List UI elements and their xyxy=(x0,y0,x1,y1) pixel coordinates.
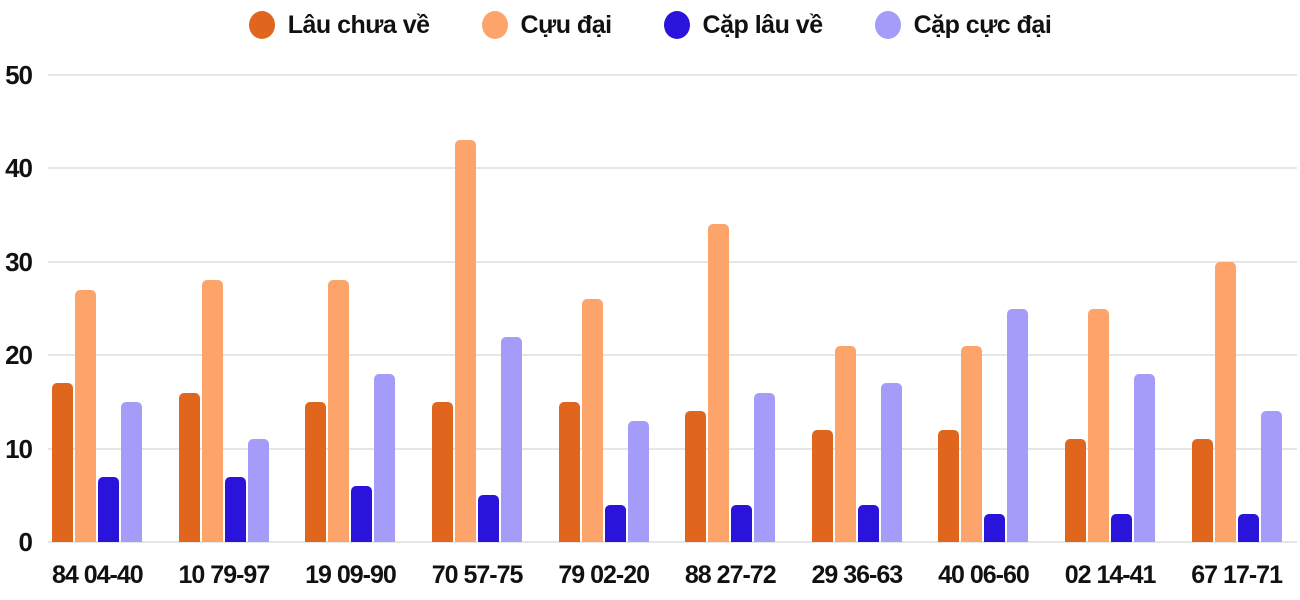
legend-swatch-icon xyxy=(481,11,508,39)
gridline xyxy=(48,74,1297,76)
bar-cap-cuc-dai[interactable] xyxy=(247,439,269,542)
bar-lau-chua-ve[interactable] xyxy=(432,401,454,542)
legend-item-lau-chua-ve[interactable]: Lâu chưa về xyxy=(248,10,430,40)
bar-cap-lau-ve[interactable] xyxy=(224,476,246,542)
bar-lau-chua-ve[interactable] xyxy=(1065,439,1087,542)
y-axis-label: 0 xyxy=(18,527,33,557)
bar-cap-cuc-dai[interactable] xyxy=(627,420,649,542)
legend-label: Lâu chưa về xyxy=(287,10,430,39)
gridline xyxy=(48,447,1297,450)
bar-cap-lau-ve[interactable] xyxy=(731,504,753,542)
bar-cuu-dai[interactable] xyxy=(455,140,477,542)
bar-cap-lau-ve[interactable] xyxy=(351,485,373,542)
y-axis-label: 50 xyxy=(5,60,33,90)
x-axis-label: 02 14-41 xyxy=(1064,561,1157,589)
bar-cuu-dai[interactable] xyxy=(834,345,856,542)
legend-label: Cựu đại xyxy=(520,10,613,39)
bar-lau-chua-ve[interactable] xyxy=(52,383,74,542)
x-axis-label: 79 02-20 xyxy=(558,561,650,589)
bar-cap-cuc-dai[interactable] xyxy=(1134,373,1156,542)
gridline xyxy=(48,260,1297,263)
y-axis-label: 20 xyxy=(5,340,33,371)
bar-group-19-09-90 xyxy=(287,75,414,542)
x-axis-label: 19 09-90 xyxy=(305,561,397,589)
bar-group-40-06-60 xyxy=(920,75,1047,542)
bar-cuu-dai[interactable] xyxy=(328,280,350,542)
x-axis-label: 70 57-75 xyxy=(431,561,524,589)
bar-group-84-04-40 xyxy=(34,75,161,542)
x-axis-label: 67 17-71 xyxy=(1191,561,1283,589)
bar-cap-lau-ve[interactable] xyxy=(98,476,120,542)
bars-row xyxy=(34,75,1300,542)
bar-cap-cuc-dai[interactable] xyxy=(754,392,776,542)
bar-cuu-dai[interactable] xyxy=(961,345,983,542)
x-axis-label: 10 79-97 xyxy=(178,561,271,589)
bar-cap-lau-ve[interactable] xyxy=(478,495,500,542)
bar-lau-chua-ve[interactable] xyxy=(938,429,960,542)
bar-cuu-dai[interactable] xyxy=(201,280,223,542)
bar-cuu-dai[interactable] xyxy=(1088,308,1110,542)
legend-item-cap-cuc-dai[interactable]: Cặp cực đại xyxy=(874,10,1052,40)
bar-cap-lau-ve[interactable] xyxy=(1237,513,1259,542)
bar-cap-cuc-dai[interactable] xyxy=(880,383,902,542)
gridline xyxy=(48,354,1297,357)
bar-group-10-79-97 xyxy=(161,75,288,542)
legend-swatch-icon xyxy=(663,11,690,39)
bar-lau-chua-ve[interactable] xyxy=(811,429,833,542)
bar-lau-chua-ve[interactable] xyxy=(558,401,580,542)
x-axis-label: 84 04-40 xyxy=(51,561,144,589)
bar-cap-cuc-dai[interactable] xyxy=(1007,308,1029,542)
y-axis-label: 40 xyxy=(5,153,33,184)
bar-group-70-57-75 xyxy=(414,75,541,542)
bar-lau-chua-ve[interactable] xyxy=(305,401,327,542)
bar-group-02-14-41 xyxy=(1047,75,1174,542)
bar-cap-cuc-dai[interactable] xyxy=(374,373,396,542)
bar-cap-lau-ve[interactable] xyxy=(604,504,626,542)
gridline xyxy=(48,167,1297,170)
y-axis-label: 30 xyxy=(5,246,33,277)
bar-cap-lau-ve[interactable] xyxy=(1111,513,1133,542)
bar-cuu-dai[interactable] xyxy=(75,289,97,542)
bar-cuu-dai[interactable] xyxy=(581,299,603,542)
legend-label: Cặp cực đại xyxy=(913,10,1052,39)
x-axis-label: 88 27-72 xyxy=(684,561,777,589)
x-axis-label: 40 06-60 xyxy=(938,561,1030,589)
bar-cap-cuc-dai[interactable] xyxy=(501,336,523,542)
x-axis-label: 29 36-63 xyxy=(811,561,904,589)
legend: Lâu chưa về Cựu đại Cặp lâu về Cặp cực đại xyxy=(0,4,1300,46)
bar-group-29-36-63 xyxy=(794,75,921,542)
legend-swatch-icon xyxy=(874,11,901,39)
bar-lau-chua-ve[interactable] xyxy=(178,392,200,542)
bar-lau-chua-ve[interactable] xyxy=(685,411,707,542)
y-axis-label: 10 xyxy=(5,433,33,464)
gridline xyxy=(48,541,1297,543)
bar-lau-chua-ve[interactable] xyxy=(1191,439,1213,542)
legend-item-cap-lau-ve[interactable]: Cặp lâu về xyxy=(663,10,824,40)
bar-cap-lau-ve[interactable] xyxy=(984,513,1006,542)
legend-item-cuu-dai[interactable]: Cựu đại xyxy=(481,10,613,40)
plot-area xyxy=(34,74,1300,543)
bar-cap-cuc-dai[interactable] xyxy=(1260,411,1282,542)
bar-cap-cuc-dai[interactable] xyxy=(121,401,143,542)
bar-group-67-17-71 xyxy=(1173,75,1300,542)
bar-group-88-27-72 xyxy=(667,75,794,542)
bar-cuu-dai[interactable] xyxy=(708,224,730,542)
legend-swatch-icon xyxy=(248,11,275,39)
x-axis: 84 04-40 10 79-97 19 09-90 70 57-75 79 02-20… xyxy=(34,556,1300,596)
bar-group-79-02-20 xyxy=(540,75,667,542)
bar-cap-lau-ve[interactable] xyxy=(857,504,879,542)
legend-label: Cặp lâu về xyxy=(702,10,824,39)
bar-cuu-dai[interactable] xyxy=(1214,261,1236,542)
